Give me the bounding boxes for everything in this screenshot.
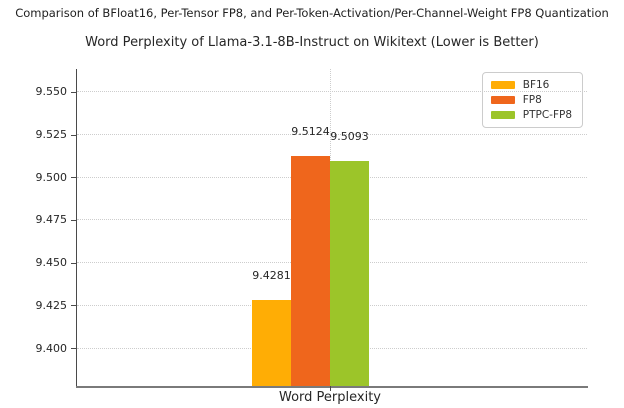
bar-value-label: 9.5124 [291, 125, 330, 139]
bar-value-label: 9.4281 [252, 269, 291, 283]
chart-title: Word Perplexity of Llama-3.1-8B-Instruct… [85, 35, 539, 50]
y-tick-label: 9.475 [35, 213, 68, 227]
y-tick-mark [71, 177, 76, 179]
y-tick-mark [71, 219, 76, 221]
gridline-horizontal [77, 134, 587, 136]
y-tick-label: 9.450 [35, 256, 68, 270]
legend-label: PTPC-FP8 [522, 109, 572, 121]
y-tick-label: 9.400 [35, 341, 68, 355]
legend-item-ptpc-fp8: PTPC-FP8 [490, 109, 572, 121]
gridline-horizontal [77, 91, 587, 93]
plot-area: BF16 FP8 PTPC-FP8 9.400 9.425 9.450 9.475 9.50… [36, 69, 588, 405]
legend-swatch [490, 96, 515, 104]
legend-label: FP8 [522, 94, 542, 106]
legend-item-bf16: BF16 [490, 79, 572, 91]
legend-swatch [490, 81, 515, 89]
legend: BF16 FP8 PTPC-FP8 [481, 72, 583, 128]
page-heading: Comparison of BFloat16, Per-Tensor FP8, … [15, 6, 609, 20]
bar-bf16 [252, 300, 291, 386]
legend-swatch [490, 111, 515, 119]
legend-label: BF16 [522, 79, 550, 91]
y-tick-label: 9.525 [35, 128, 68, 142]
y-tick-label: 9.425 [35, 298, 68, 312]
x-axis-spine [76, 386, 588, 388]
bar-value-label: 9.5093 [330, 130, 369, 144]
legend-item-fp8: FP8 [490, 94, 572, 106]
y-tick-mark [71, 305, 76, 307]
y-tick-mark [71, 91, 76, 93]
y-tick-mark [71, 134, 76, 136]
y-tick-mark [71, 348, 76, 350]
bar-fp8 [291, 156, 330, 386]
y-tick-mark [71, 262, 76, 264]
y-axis-spine [76, 69, 77, 388]
x-tick-mark [329, 386, 331, 391]
y-tick-label: 9.500 [35, 170, 68, 184]
y-tick-label: 9.550 [35, 85, 68, 99]
bar-ptpc-fp8 [330, 161, 369, 386]
x-tick-label: Word Perplexity [279, 390, 381, 405]
